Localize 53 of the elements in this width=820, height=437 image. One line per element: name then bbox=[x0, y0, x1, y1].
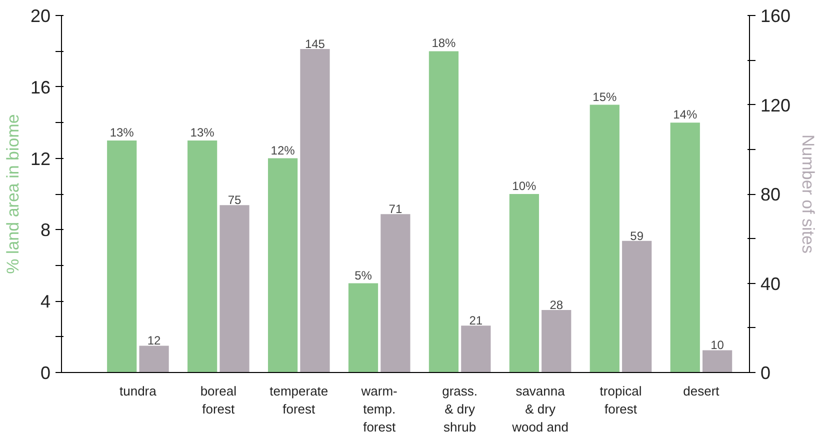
data-label: 5% bbox=[354, 268, 372, 282]
y-tick-label: 12 bbox=[30, 148, 51, 169]
data-label: 21 bbox=[469, 314, 483, 328]
bar bbox=[542, 310, 572, 372]
data-label: 13% bbox=[110, 125, 134, 140]
data-label: 145 bbox=[304, 36, 326, 51]
bar bbox=[428, 51, 459, 372]
data-label: 13% bbox=[190, 125, 215, 140]
y-axis-title: % land area in biome bbox=[3, 114, 22, 274]
x-tick-label: warm- temp. forest bbox=[360, 384, 398, 434]
data-label: 71 bbox=[388, 202, 402, 216]
y2-axis-title: Number of sites bbox=[798, 134, 818, 254]
bar bbox=[139, 346, 169, 372]
data-label: 14% bbox=[673, 108, 698, 122]
bar bbox=[509, 194, 539, 372]
y-tick-label: 20 bbox=[30, 6, 51, 26]
x-tick-label: grass. & dry shrub bbox=[442, 384, 478, 434]
data-label: 59 bbox=[630, 228, 644, 243]
data-label: 12% bbox=[270, 143, 296, 158]
data-label: 18% bbox=[432, 36, 456, 50]
bar bbox=[107, 140, 137, 372]
bar bbox=[220, 205, 250, 372]
data-label: 75 bbox=[228, 193, 242, 208]
x-tick-label: savanna & dry wood and bbox=[511, 384, 568, 434]
bar bbox=[348, 283, 378, 372]
bar bbox=[622, 240, 652, 372]
data-label: 12 bbox=[147, 334, 162, 348]
x-tick-label: tropical forest bbox=[600, 384, 642, 416]
bar bbox=[461, 326, 491, 372]
x-tick-label: desert bbox=[683, 384, 720, 398]
x-tick-label: boreal forest bbox=[200, 384, 237, 416]
y2-tick-label: 120 bbox=[760, 95, 791, 116]
bar bbox=[268, 158, 298, 372]
y-tick-label: 16 bbox=[30, 77, 51, 98]
y2-tick-label: 80 bbox=[760, 184, 781, 204]
y2-tick-label: 40 bbox=[760, 274, 781, 294]
bar bbox=[670, 122, 700, 372]
bar bbox=[188, 140, 218, 372]
data-label: 10% bbox=[512, 179, 537, 193]
data-label: 10 bbox=[710, 338, 724, 352]
bar bbox=[380, 214, 410, 372]
y-tick-label: 0 bbox=[40, 363, 51, 383]
y2-tick-label: 0 bbox=[760, 363, 771, 383]
bar bbox=[702, 350, 732, 372]
data-label: 28 bbox=[550, 298, 564, 312]
y2-tick-label: 160 bbox=[760, 6, 791, 26]
y-tick-label: 8 bbox=[40, 220, 51, 240]
bar bbox=[590, 104, 620, 372]
x-tick-label: temperate forest bbox=[270, 384, 328, 416]
x-tick-label: tundra bbox=[120, 384, 158, 398]
bar bbox=[300, 48, 330, 372]
data-label: 15% bbox=[592, 90, 617, 104]
y-tick-label: 4 bbox=[40, 292, 51, 312]
